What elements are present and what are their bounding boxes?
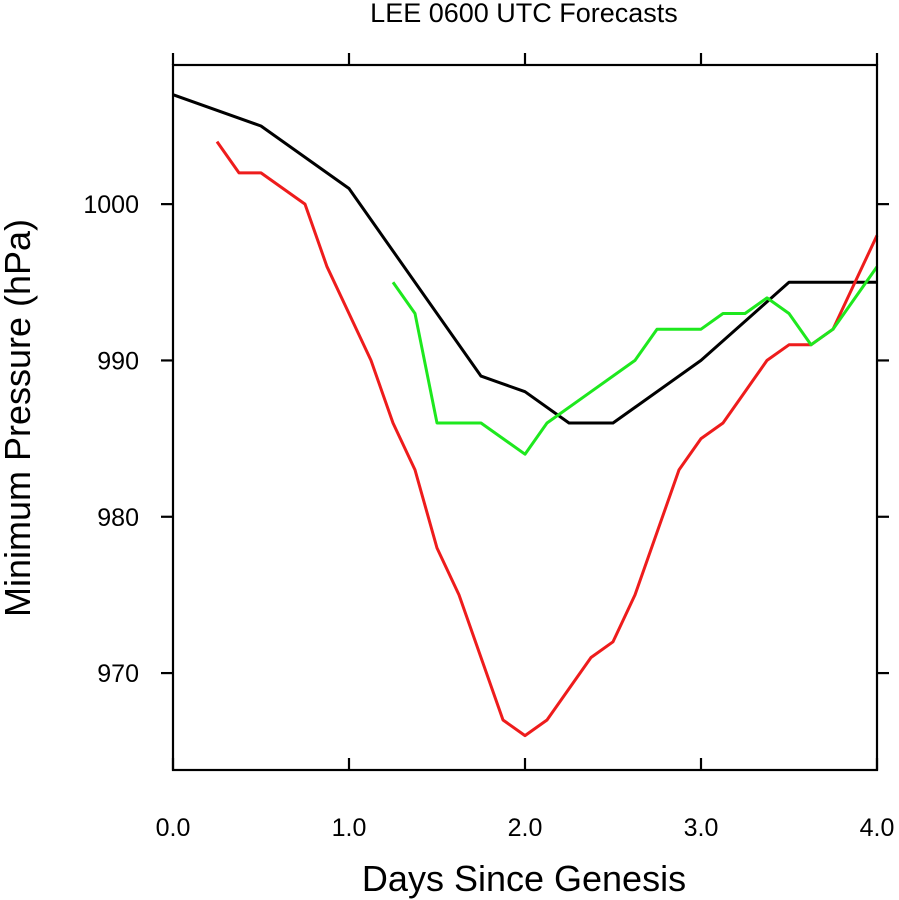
- y-tick-label: 1000: [83, 191, 139, 219]
- tick-layer: 0.0 1.0 2.0 3.0 4.0 970 980 990 1000: [83, 53, 894, 842]
- x-tick-label: 3.0: [684, 814, 719, 842]
- series-line-2: [215, 140, 879, 738]
- series-line-3: [391, 265, 879, 456]
- x-tick-label: 1.0: [332, 814, 367, 842]
- y-tick-label: 990: [97, 347, 139, 375]
- series-layer: [172, 93, 879, 738]
- plot-frame: [171, 63, 879, 772]
- y-axis-label: Minimum Pressure (hPa): [0, 219, 38, 617]
- x-tick-label: 2.0: [508, 814, 543, 842]
- chart-title: LEE 0600 UTC Forecasts: [370, 0, 678, 28]
- x-tick-label: 4.0: [860, 814, 895, 842]
- series-line-1: [172, 93, 877, 425]
- x-tick-label: 0.0: [156, 814, 191, 842]
- y-tick-label: 970: [97, 660, 139, 688]
- x-axis-label: Days Since Genesis: [362, 858, 686, 899]
- y-tick-label: 980: [97, 504, 139, 532]
